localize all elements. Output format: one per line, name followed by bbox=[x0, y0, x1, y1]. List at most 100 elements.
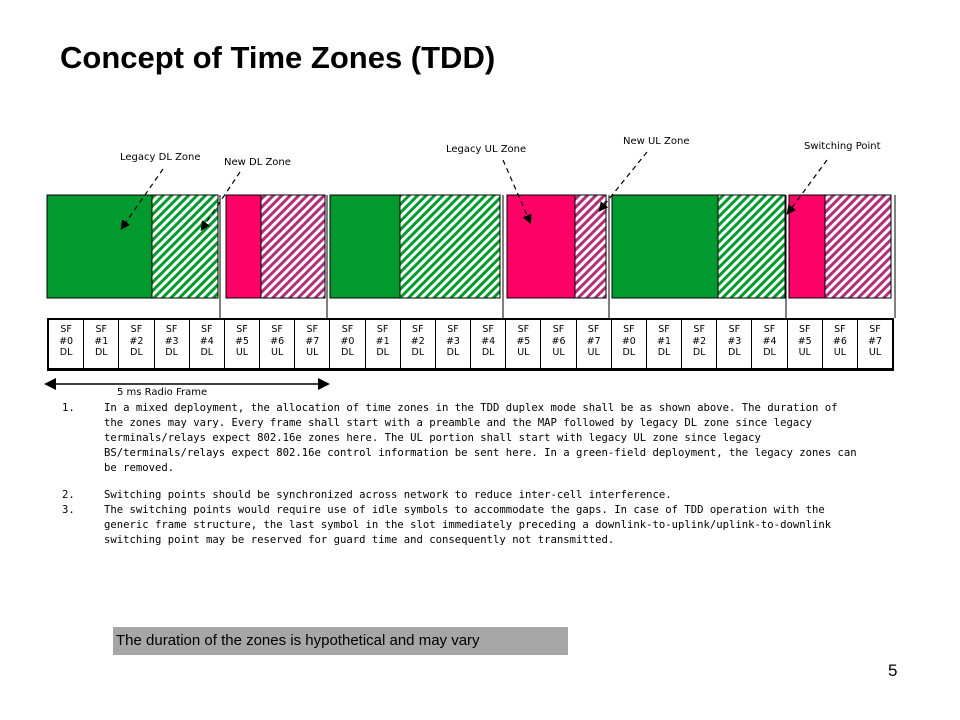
subframe-cell: SF #7 UL bbox=[858, 320, 892, 368]
legacy-dl-zone-2 bbox=[329, 194, 401, 299]
subframe-num: #0 bbox=[59, 335, 74, 347]
subframe-cell: SF #6 UL bbox=[260, 320, 296, 368]
subframe-dir: DL bbox=[94, 347, 108, 358]
new-dl-zone-1 bbox=[151, 194, 219, 299]
subframe-cell: SF #3 DL bbox=[436, 320, 472, 368]
note-item: 2. Switching points should be synchroniz… bbox=[62, 488, 862, 503]
subframe-cell: SF #6 UL bbox=[823, 320, 858, 368]
subframe-cell: SF #1 DL bbox=[647, 320, 683, 368]
note-text: Switching points should be synchronized … bbox=[104, 489, 672, 501]
subframe-cell: SF #2 DL bbox=[119, 320, 155, 368]
hypothetical-duration-banner: The duration of the zones is hypothetica… bbox=[113, 627, 568, 655]
subframe-id: SF bbox=[447, 324, 459, 335]
subframe-cell: SF #0 DL bbox=[612, 320, 647, 368]
subframe-cell: SF #5 UL bbox=[225, 320, 261, 368]
subframe-id: SF bbox=[412, 324, 424, 335]
switching-point-arrow bbox=[786, 159, 828, 215]
new-dl-arrow bbox=[200, 171, 241, 231]
subframe-dir: DL bbox=[657, 347, 671, 358]
subframe-num: #5 bbox=[234, 335, 249, 347]
subframe-num: #3 bbox=[164, 335, 179, 347]
subframe-cell: SF #3 DL bbox=[717, 320, 753, 368]
new-ul-zone-3 bbox=[824, 194, 892, 299]
notes-list: 1. In a mixed deployment, the allocation… bbox=[62, 401, 862, 548]
subframe-id: SF bbox=[60, 324, 72, 335]
subframe-id: SF bbox=[693, 324, 705, 335]
subframe-dir: DL bbox=[481, 347, 495, 358]
subframe-id: SF bbox=[658, 324, 670, 335]
subframe-dir: DL bbox=[446, 347, 460, 358]
subframe-dir: UL bbox=[868, 347, 882, 358]
subframe-id: SF bbox=[271, 324, 283, 335]
subframe-dir: UL bbox=[235, 347, 249, 358]
legacy-dl-zone-1 bbox=[46, 194, 153, 299]
subframe-id: SF bbox=[201, 324, 213, 335]
legacy-ul-arrow bbox=[502, 159, 532, 225]
subframe-id: SF bbox=[95, 324, 108, 335]
subframe-dir: DL bbox=[341, 347, 354, 358]
subframe-id: SF bbox=[587, 324, 600, 335]
subframe-dir: UL bbox=[833, 347, 846, 358]
legacy-ul-zone-2 bbox=[506, 194, 576, 299]
new-ul-arrow bbox=[598, 151, 648, 212]
subframe-cell: SF #2 DL bbox=[401, 320, 436, 368]
subframe-id: SF bbox=[623, 324, 635, 335]
subframe-dir: DL bbox=[59, 347, 73, 358]
subframe-dir: DL bbox=[376, 347, 389, 358]
subframe-id: SF bbox=[728, 324, 741, 335]
note-number: 3. bbox=[62, 504, 75, 516]
subframe-cell: SF #4 DL bbox=[471, 320, 507, 368]
subframe-id: SF bbox=[798, 324, 811, 335]
radio-frame-label: 5 ms Radio Frame bbox=[117, 387, 208, 398]
subframe-dir: DL bbox=[622, 347, 636, 358]
subframe-num: #4 bbox=[762, 335, 777, 347]
subframe-num: #1 bbox=[375, 335, 390, 347]
page-number: 5 bbox=[888, 661, 898, 680]
new-dl-zone-2 bbox=[399, 194, 501, 299]
subframe-dir: DL bbox=[200, 347, 214, 358]
subframe-cell: SF #7 UL bbox=[577, 320, 612, 368]
new-ul-zone-2 bbox=[574, 194, 607, 299]
subframe-num: #2 bbox=[129, 335, 144, 347]
subframe-num: #1 bbox=[94, 335, 109, 347]
subframe-dir: UL bbox=[798, 347, 811, 358]
subframe-num: #6 bbox=[551, 335, 566, 347]
subframe-cell: SF #0 DL bbox=[330, 320, 366, 368]
subframe-id: SF bbox=[236, 324, 248, 335]
subframe-cell: SF #6 UL bbox=[541, 320, 577, 368]
subframe-dir: DL bbox=[692, 347, 706, 358]
note-item: 1. In a mixed deployment, the allocation… bbox=[62, 401, 862, 476]
subframe-id: SF bbox=[306, 324, 319, 335]
subframe-id: SF bbox=[869, 324, 881, 335]
subframe-id: SF bbox=[482, 324, 494, 335]
subframe-cell: SF #3 DL bbox=[155, 320, 190, 368]
subframe-num: #7 bbox=[305, 335, 320, 347]
subframe-num: #0 bbox=[340, 335, 355, 347]
subframe-num: #3 bbox=[727, 335, 742, 347]
legacy-ul-zone-label: Legacy UL Zone bbox=[446, 144, 527, 155]
subframe-dir: DL bbox=[130, 347, 143, 358]
page-title: Concept of Time Zones (TDD) bbox=[60, 40, 496, 75]
subframe-id: SF bbox=[517, 324, 530, 335]
subframe-id: SF bbox=[130, 324, 143, 335]
subframe-dir: UL bbox=[552, 347, 565, 358]
subframe-dir: DL bbox=[728, 347, 741, 358]
subframe-dir: UL bbox=[587, 347, 600, 358]
subframe-cell: SF #1 DL bbox=[84, 320, 120, 368]
subframe-cell: SF #7 UL bbox=[295, 320, 331, 368]
note-text: The switching points would require use o… bbox=[104, 504, 832, 546]
subframe-num: #2 bbox=[410, 335, 425, 347]
subframe-id: SF bbox=[376, 324, 389, 335]
subframe-id: SF bbox=[763, 324, 776, 335]
subframe-dir: UL bbox=[517, 347, 530, 358]
note-number: 1. bbox=[62, 402, 75, 414]
subframe-cell: SF #1 DL bbox=[366, 320, 401, 368]
subframe-num: #1 bbox=[657, 335, 672, 347]
subframe-num: #7 bbox=[586, 335, 601, 347]
subframe-dir: UL bbox=[306, 347, 319, 358]
legacy-dl-zone-3 bbox=[611, 194, 719, 299]
subframe-dir: DL bbox=[411, 347, 425, 358]
new-ul-zone-label: New UL Zone bbox=[623, 136, 690, 147]
subframe-cell: SF #4 DL bbox=[190, 320, 225, 368]
legacy-ul-zone-3 bbox=[788, 194, 826, 299]
